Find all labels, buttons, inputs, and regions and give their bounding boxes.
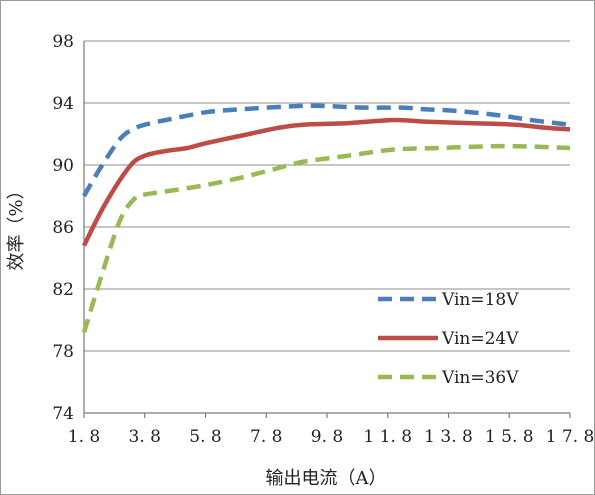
x-tick-label: 1. 8: [68, 427, 100, 447]
y-axis-title: 效率（%）: [6, 181, 27, 270]
y-tick-label: 90: [52, 156, 74, 176]
axes: [83, 41, 571, 418]
y-tick-label: 86: [52, 218, 74, 238]
series-lines: [81, 103, 571, 334]
legend-label: Vin=24V: [441, 329, 519, 349]
y-tick-label: 82: [52, 280, 74, 300]
legend-label: Vin=36V: [441, 368, 519, 388]
legend: Vin=18V Vin=24V Vin=36V: [378, 290, 519, 388]
x-tick-label: 3. 8: [129, 427, 161, 447]
series-line-vin-24v: [81, 117, 571, 247]
series-line-vin-36v: [81, 143, 571, 334]
series-line-vin-18v: [82, 103, 571, 198]
x-tick-label: 1 1. 8: [363, 427, 412, 447]
grid-lines: [84, 40, 570, 352]
y-tick-label: 78: [52, 342, 74, 362]
y-tick-label: 98: [52, 32, 74, 52]
legend-label: Vin=18V: [441, 290, 519, 310]
x-tick-label: 5. 8: [189, 427, 221, 447]
y-tick-label: 74: [52, 404, 74, 424]
tick-labels: 74 78 82 86 90 94 98 1. 8 3. 8 5. 8 7. 8 9. 8 1 1. 8…: [52, 32, 594, 447]
x-tick-label: 1 5. 8: [485, 427, 534, 447]
x-tick-label: 7. 8: [250, 427, 282, 447]
x-tick-label: 9. 8: [311, 427, 343, 447]
x-axis-title: 输出电流（A）: [266, 468, 387, 489]
x-tick-label: 1 3. 8: [424, 427, 473, 447]
y-tick-label: 94: [52, 94, 74, 114]
x-tick-label: 1 7. 8: [546, 427, 595, 447]
